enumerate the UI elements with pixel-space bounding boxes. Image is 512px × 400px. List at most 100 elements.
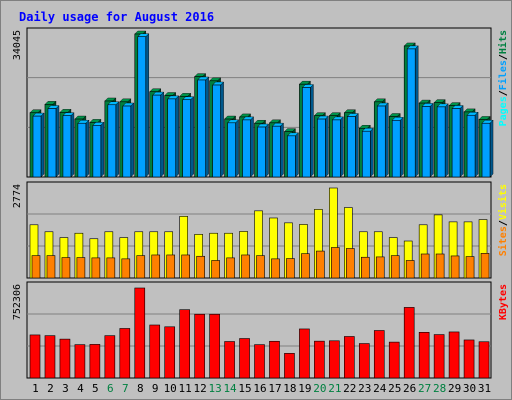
bar-sites-11 [181, 254, 190, 279]
legend-entry: Hits [497, 30, 509, 54]
x-tick-label: 3 [62, 382, 69, 395]
bar-kbytes-27 [418, 332, 430, 379]
bar-files-9 [152, 91, 165, 178]
bar-files-3 [62, 112, 75, 178]
legend-entry: / [498, 220, 509, 226]
bar-files-20 [316, 115, 329, 178]
x-axis-labels: 1 2 3 4 5 6 7 8 9 10 11 12 13 14 15 16 17 18 19 20 21 22 23 24 2… [32, 382, 491, 395]
x-tick-label: 22 [343, 382, 356, 395]
legend-entry: Sites [497, 226, 509, 256]
bar-files-11 [182, 96, 195, 178]
bar-files-18 [286, 132, 299, 178]
bar-files-5 [92, 121, 105, 178]
bar-sites-4 [76, 257, 86, 279]
bar-kbytes-3 [59, 338, 71, 379]
bar-kbytes-23 [358, 343, 370, 379]
bar-files-15 [242, 116, 255, 178]
bar-sites-17 [271, 258, 280, 279]
bar-sites-14 [226, 257, 235, 279]
bar-sites-8 [136, 255, 146, 279]
bar-sites-2 [46, 255, 56, 279]
bar-sites-31 [480, 253, 490, 279]
bar-files-17 [272, 122, 284, 178]
legend-entry: / [498, 54, 509, 60]
bar-kbytes-15 [239, 338, 250, 379]
ymax-label-kbytes: 752306 [12, 284, 23, 320]
bar-kbytes-2 [44, 335, 56, 379]
ymax-label-hits: 34045 [12, 30, 23, 60]
bar-sites-26 [405, 260, 415, 279]
bar-sites-15 [241, 254, 250, 279]
bar-kbytes-29 [448, 331, 460, 379]
legend-kbytes: KBytes [498, 284, 509, 320]
x-tick-label: 24 [373, 382, 387, 395]
bar-kbytes-19 [299, 328, 310, 379]
bar-sites-18 [286, 258, 295, 279]
bar-files-22 [346, 113, 359, 178]
bar-sites-23 [360, 256, 370, 279]
bar-files-21 [331, 116, 344, 178]
bar-kbytes-7 [119, 328, 131, 379]
x-tick-label: 23 [358, 382, 371, 395]
bar-files-10 [167, 95, 180, 178]
bar-kbytes-13 [209, 313, 220, 379]
x-tick-label: 7 [122, 382, 129, 395]
legend-entry: Visits [497, 184, 509, 220]
x-tick-label: 9 [152, 382, 159, 395]
bar-kbytes-31 [478, 341, 490, 379]
x-tick-label: 4 [77, 382, 84, 395]
legend-entry: KBytes [498, 284, 509, 320]
legend-entry: / [498, 90, 509, 96]
bar-files-2 [47, 105, 60, 178]
x-tick-label: 10 [164, 382, 177, 395]
bar-files-7 [122, 102, 135, 178]
x-tick-label: 27 [418, 382, 431, 395]
x-tick-label: 16 [253, 382, 266, 395]
bar-sites-7 [121, 258, 131, 279]
bar-files-27 [421, 102, 434, 178]
x-tick-label: 30 [463, 382, 476, 395]
bar-sites-27 [420, 253, 430, 279]
bar-kbytes-11 [179, 309, 190, 379]
x-tick-label: 19 [298, 382, 311, 395]
bar-files-24 [376, 102, 389, 178]
bar-files-6 [107, 101, 120, 178]
legend-entry: Pages [498, 96, 509, 126]
bar-files-29 [451, 105, 464, 178]
x-tick-label: 12 [194, 382, 207, 395]
bar-sites-21 [331, 247, 340, 279]
x-tick-label: 29 [448, 382, 461, 395]
bar-kbytes-16 [254, 344, 265, 379]
legend-visits: Sites/Visits [497, 184, 509, 256]
bar-files-12 [197, 76, 210, 178]
bar-sites-6 [106, 257, 116, 279]
bar-sites-13 [211, 260, 220, 279]
bar-kbytes-6 [104, 335, 116, 379]
bar-sites-9 [151, 254, 161, 279]
x-tick-label: 25 [388, 382, 401, 395]
bar-sites-30 [465, 256, 475, 279]
bar-sites-19 [301, 253, 310, 279]
bar-files-30 [466, 111, 479, 178]
bar-kbytes-1 [29, 334, 41, 379]
chart-title: Daily usage for August 2016 [19, 10, 214, 24]
x-tick-label: 11 [179, 382, 192, 395]
bar-files-28 [436, 103, 449, 178]
bar-sites-24 [375, 256, 385, 279]
bar-files-31 [481, 119, 494, 178]
bar-files-26 [406, 45, 419, 178]
legend-entry: Files [497, 60, 509, 90]
bar-files-4 [77, 119, 90, 178]
bar-kbytes-12 [194, 313, 205, 379]
bar-sites-25 [390, 255, 400, 279]
panel-kbytes: 752306 KBytes [12, 281, 509, 379]
bar-sites-29 [450, 255, 460, 279]
x-tick-label: 8 [137, 382, 144, 395]
bar-sites-1 [31, 255, 41, 279]
x-tick-label: 15 [238, 382, 251, 395]
ymax-label-visits: 2774 [12, 184, 23, 208]
bar-kbytes-17 [269, 340, 280, 379]
x-tick-label: 6 [107, 382, 114, 395]
